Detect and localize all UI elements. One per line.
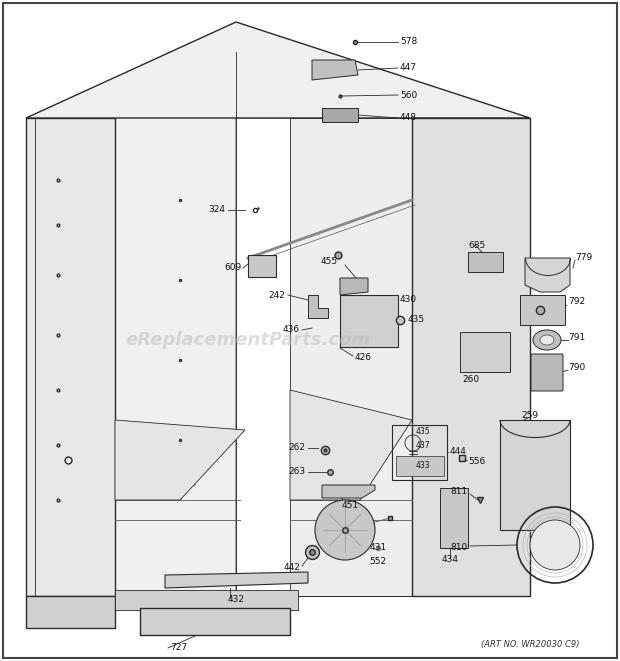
Text: 792: 792 [568,297,585,307]
Text: 444: 444 [450,447,467,457]
Polygon shape [460,332,510,372]
FancyBboxPatch shape [340,295,398,347]
Text: 552: 552 [370,557,386,566]
Polygon shape [322,108,358,122]
Text: 556: 556 [468,457,485,467]
Ellipse shape [533,330,561,350]
Polygon shape [308,295,328,318]
FancyBboxPatch shape [520,295,565,325]
Text: 263: 263 [288,467,305,477]
Text: 324: 324 [208,206,225,215]
Text: 727: 727 [170,644,187,652]
Polygon shape [165,572,308,588]
Polygon shape [290,390,412,500]
Circle shape [315,500,375,560]
Polygon shape [115,420,245,500]
Polygon shape [322,485,375,498]
Text: 791: 791 [568,334,585,342]
Text: 685: 685 [468,241,485,249]
Text: 434: 434 [441,555,459,564]
Text: 435: 435 [416,428,431,436]
Polygon shape [140,608,290,635]
Text: 779: 779 [575,254,592,262]
Text: 431: 431 [370,543,387,553]
Polygon shape [525,258,570,292]
Text: 262: 262 [288,444,305,453]
Text: 560: 560 [400,91,417,100]
Text: 433: 433 [416,461,431,471]
Text: 260: 260 [462,375,479,385]
Polygon shape [290,118,412,596]
Circle shape [530,520,580,570]
Polygon shape [412,118,530,596]
Polygon shape [26,118,115,596]
Text: (ART NO. WR20030 C9): (ART NO. WR20030 C9) [480,641,579,650]
Text: 448: 448 [400,114,417,122]
Text: 436: 436 [283,325,300,334]
Text: eReplacementParts.com: eReplacementParts.com [125,331,371,349]
Text: 810: 810 [451,543,468,553]
Polygon shape [115,590,298,610]
Text: 259: 259 [521,410,539,420]
Text: 609: 609 [224,264,242,272]
FancyBboxPatch shape [396,456,444,476]
Polygon shape [115,52,412,118]
Polygon shape [440,488,468,548]
Text: 811: 811 [451,488,468,496]
Text: 435: 435 [408,315,425,325]
Text: 442: 442 [283,563,300,572]
Polygon shape [26,596,115,628]
Text: 437: 437 [416,440,431,449]
Text: 426: 426 [355,354,372,362]
Text: 455: 455 [321,258,338,266]
Polygon shape [26,22,530,118]
Text: 790: 790 [568,364,585,373]
Polygon shape [500,420,570,530]
Text: 578: 578 [400,38,417,46]
Text: 451: 451 [342,500,359,510]
Text: 242: 242 [268,290,285,299]
FancyBboxPatch shape [248,255,276,277]
Polygon shape [312,60,358,80]
Text: 432: 432 [228,596,245,605]
Ellipse shape [540,335,554,345]
Text: 430: 430 [400,295,417,305]
Polygon shape [340,278,368,295]
Polygon shape [115,52,236,596]
FancyBboxPatch shape [531,354,563,391]
FancyBboxPatch shape [468,252,503,272]
Text: 447: 447 [400,63,417,73]
